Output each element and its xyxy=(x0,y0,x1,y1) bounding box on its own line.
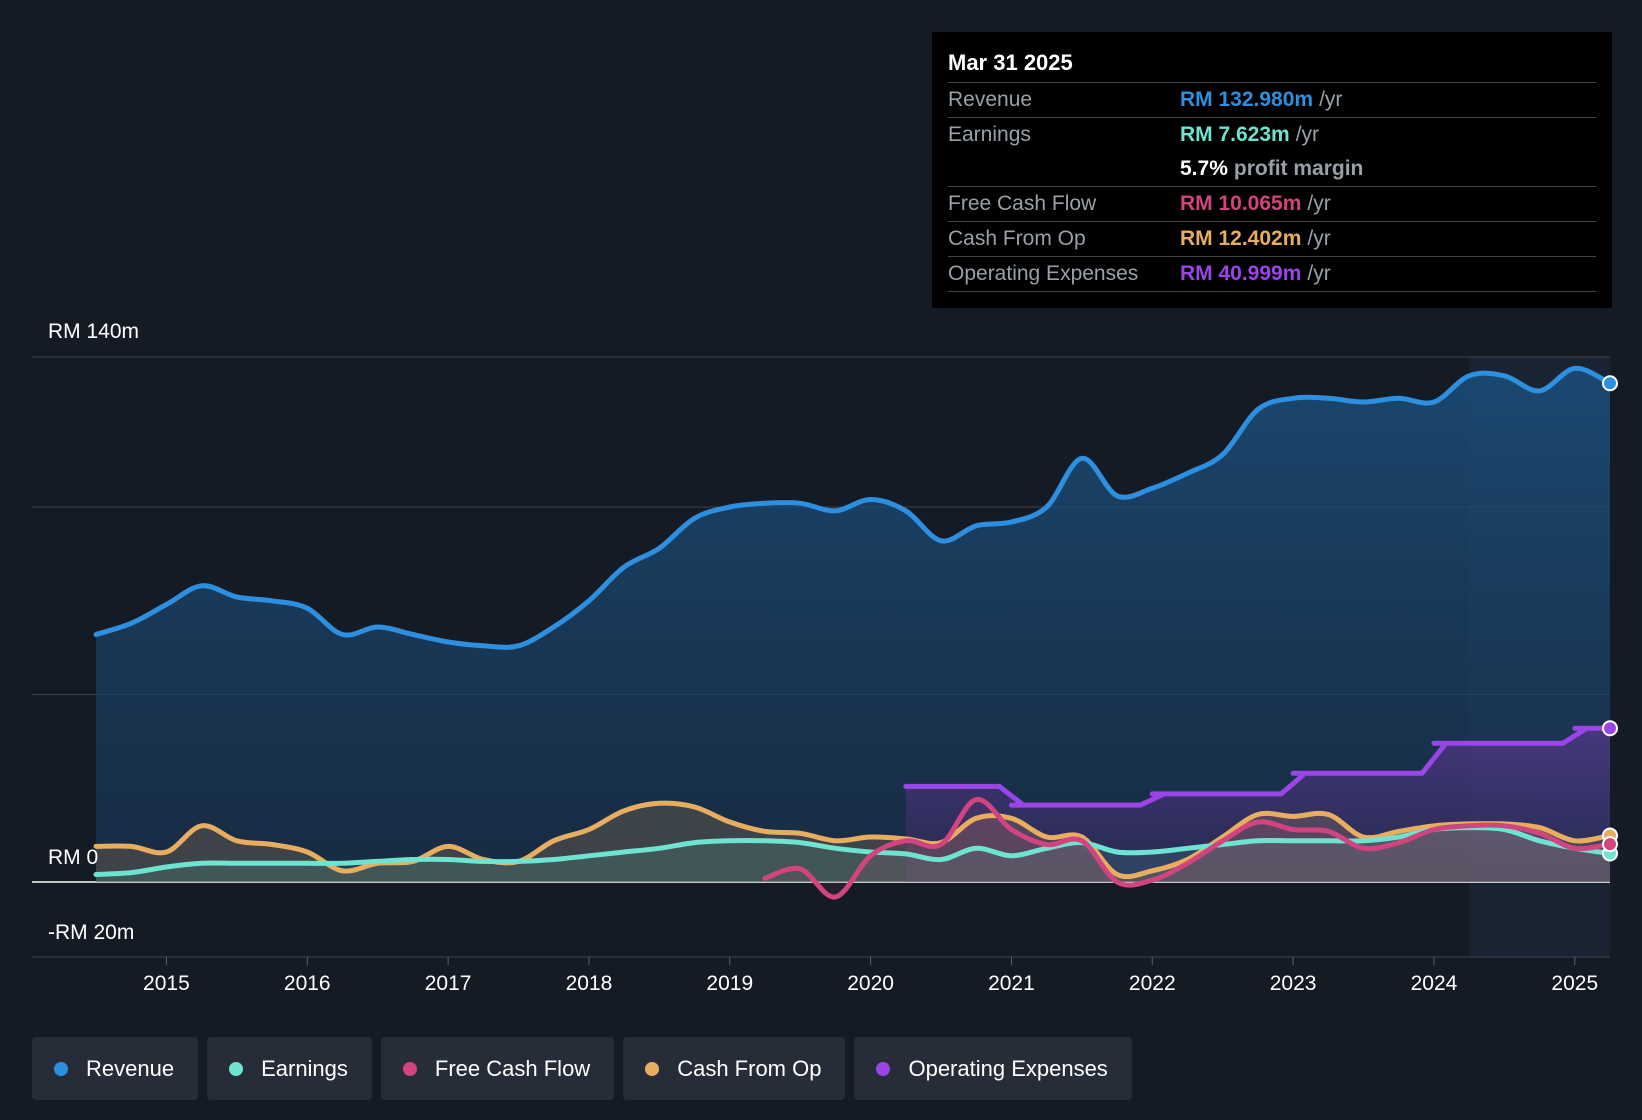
tooltip-value: RM 7.623m xyxy=(1180,123,1290,146)
tooltip-date: Mar 31 2025 xyxy=(948,46,1596,83)
x-tick-label: 2023 xyxy=(1270,972,1317,995)
earnings-line xyxy=(93,825,1613,877)
tooltip-label: Cash From Op xyxy=(948,227,1086,250)
tooltip-label: Revenue xyxy=(948,88,1033,111)
x-tick-label: 2019 xyxy=(706,972,753,995)
tooltip-panel: Mar 31 2025 Revenue RM 132.980m /yr Earn… xyxy=(932,32,1612,308)
tooltip-unit: /yr xyxy=(1295,123,1320,146)
tooltip-label: Earnings xyxy=(948,123,1031,146)
legend-label: Revenue xyxy=(86,1055,175,1081)
tooltip-unit: /yr xyxy=(1307,262,1331,285)
fcf-endpoint xyxy=(1602,836,1618,853)
y-tick-label-bottom: -RM 20m xyxy=(48,921,135,944)
earnings-area xyxy=(96,827,1610,882)
tooltip-margin-text: profit margin xyxy=(1233,157,1364,180)
legend-item-opex[interactable]: Operating Expenses xyxy=(854,1037,1132,1100)
tooltip-value: RM 40.999m xyxy=(1180,262,1302,285)
tooltip-unit: /yr xyxy=(1307,227,1331,250)
legend-item-revenue[interactable]: Revenue xyxy=(32,1037,199,1100)
fcf-area xyxy=(765,799,1610,898)
x-tick-label: 2024 xyxy=(1411,972,1458,995)
tooltip-margin-value: 5.7% xyxy=(1180,157,1228,180)
x-tick-label: 2025 xyxy=(1551,972,1598,995)
y-tick-label-zero: RM 0 xyxy=(48,846,99,869)
tooltip-row-fcf: Free Cash Flow RM 10.065m /yr xyxy=(948,187,1596,222)
legend-dot-icon xyxy=(876,1061,891,1076)
x-tick-label: 2022 xyxy=(1129,972,1176,995)
x-tick-label: 2020 xyxy=(847,972,894,995)
tooltip-row-earnings: Earnings RM 7.623m /yr xyxy=(948,118,1596,152)
opex-endpoint xyxy=(1602,720,1618,737)
tooltip-value: RM 12.402m xyxy=(1180,227,1302,250)
legend-item-cfo[interactable]: Cash From Op xyxy=(623,1037,846,1100)
x-tick-label: 2017 xyxy=(425,972,472,995)
tooltip-row-margin: 5.7% profit margin xyxy=(948,152,1596,187)
fcf-line xyxy=(762,796,1613,900)
revenue-line xyxy=(93,365,1613,650)
legend: Revenue Earnings Free Cash Flow Cash Fro… xyxy=(32,1037,1132,1100)
x-tick-label: 2018 xyxy=(566,972,613,995)
tooltip-row-revenue: Revenue RM 132.980m /yr xyxy=(948,83,1596,118)
legend-dot-icon xyxy=(54,1061,68,1076)
area-fills xyxy=(96,368,1610,898)
tooltip-label: Operating Expenses xyxy=(948,262,1139,285)
legend-dot-icon xyxy=(402,1061,417,1076)
x-axis-ticks: 2015 2016 2017 2018 2019 2020 2021 2022 2023 2024… xyxy=(143,957,1598,995)
tooltip-label: Free Cash Flow xyxy=(948,192,1097,215)
series-lines xyxy=(93,365,1618,900)
y-tick-label-top: RM 140m xyxy=(48,320,140,343)
legend-dot-icon xyxy=(229,1061,244,1076)
tooltip-row-cfo: Cash From Op RM 12.402m /yr xyxy=(948,222,1596,257)
x-tick-label: 2016 xyxy=(284,972,331,995)
tooltip-value: RM 132.980m xyxy=(1180,88,1314,111)
tooltip-row-opex: Operating Expenses RM 40.999m /yr xyxy=(948,257,1596,292)
revenue-area xyxy=(96,368,1610,882)
x-tick-label: 2021 xyxy=(988,972,1035,995)
x-tick-label: 2015 xyxy=(143,972,190,995)
legend-label: Operating Expenses xyxy=(908,1055,1108,1081)
legend-label: Earnings xyxy=(261,1055,348,1081)
legend-dot-icon xyxy=(645,1061,660,1076)
tooltip-unit: /yr xyxy=(1307,192,1331,215)
legend-label: Cash From Op xyxy=(677,1055,822,1081)
revenue-endpoint xyxy=(1602,375,1618,392)
tooltip-unit: /yr xyxy=(1319,88,1343,111)
legend-item-fcf[interactable]: Free Cash Flow xyxy=(380,1037,615,1100)
legend-item-earnings[interactable]: Earnings xyxy=(207,1037,372,1100)
cfo-line xyxy=(93,800,1613,880)
opex-line xyxy=(903,725,1613,808)
legend-label: Free Cash Flow xyxy=(434,1055,591,1081)
tooltip-value: RM 10.065m xyxy=(1180,192,1302,215)
